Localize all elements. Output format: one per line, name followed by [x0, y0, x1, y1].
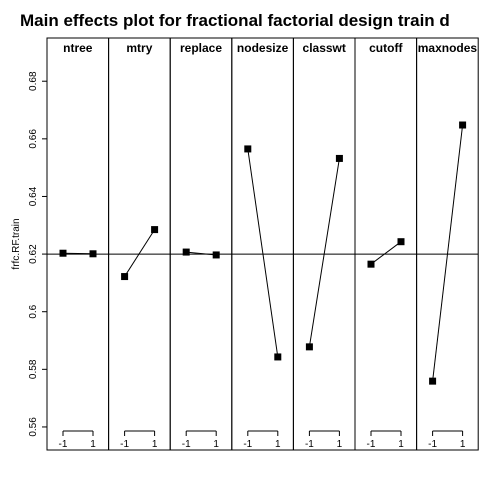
effect-line	[308, 158, 340, 347]
panel-replace: replace -1 1	[169, 37, 233, 451]
panel-label: nodesize	[237, 41, 289, 55]
panel-cutoff: cutoff -1 1	[354, 37, 418, 451]
data-point	[459, 121, 467, 129]
data-point	[244, 145, 252, 153]
y-tick-label: 0.58	[28, 359, 39, 379]
y-tick-label: 0.56	[28, 417, 39, 437]
panel-border	[46, 37, 110, 451]
x-tick-label: -1	[305, 439, 314, 450]
x-tick-label: -1	[428, 439, 437, 450]
data-point	[182, 248, 190, 256]
y-tick-label: 0.68	[28, 71, 39, 91]
data-point	[59, 249, 67, 257]
panel-label: replace	[180, 41, 222, 55]
panel-ntree: ntree -1 1	[46, 37, 110, 451]
data-point	[367, 260, 375, 268]
data-point	[274, 353, 282, 361]
y-tick-label: 0.62	[28, 244, 39, 264]
panel-classwt: classwt -1 1	[292, 37, 356, 451]
panel-label: maxnodes	[418, 41, 478, 55]
x-tick-label: 1	[337, 439, 343, 450]
panel-border	[292, 37, 356, 451]
panel-border	[416, 37, 479, 451]
panel-label: classwt	[303, 41, 346, 55]
panel-border	[354, 37, 418, 451]
data-point	[429, 377, 437, 385]
x-tick-label: -1	[59, 439, 68, 450]
panel-maxnodes: maxnodes -1 1	[416, 37, 479, 451]
x-tick-label: 1	[213, 439, 219, 450]
chart-title: Main effects plot for fractional factori…	[20, 11, 450, 30]
x-tick-label: 1	[460, 439, 466, 450]
y-tick-label: 0.66	[28, 129, 39, 149]
effect-line	[247, 148, 279, 358]
panel-label: cutoff	[369, 41, 403, 55]
data-point	[121, 273, 129, 281]
x-tick-label: 1	[275, 439, 281, 450]
y-tick-label: 0.64	[28, 186, 39, 206]
effect-line	[370, 241, 402, 265]
x-tick-label: -1	[182, 439, 191, 450]
x-tick-label: -1	[367, 439, 376, 450]
data-point	[89, 250, 97, 258]
panel-label: ntree	[63, 41, 93, 55]
panel-border	[108, 37, 171, 451]
data-point	[305, 343, 313, 351]
x-tick-label: 1	[152, 439, 158, 450]
panel-border	[231, 37, 294, 451]
data-point	[335, 154, 343, 162]
y-tick-label: 0.6	[28, 304, 39, 318]
effect-line	[186, 251, 217, 256]
data-point	[397, 238, 405, 246]
y-axis: 0.56 0.58 0.6 0.62 0.64 0.66 0.68	[28, 71, 47, 437]
effect-line	[432, 124, 464, 382]
x-tick-label: -1	[120, 439, 129, 450]
x-tick-label: 1	[90, 439, 96, 450]
data-point	[151, 226, 159, 234]
effect-line	[124, 229, 156, 277]
data-point	[212, 251, 220, 259]
panel-border	[169, 37, 233, 451]
x-tick-label: 1	[398, 439, 404, 450]
y-axis-label: frfc.RF.train	[11, 218, 22, 269]
x-tick-label: -1	[243, 439, 252, 450]
effect-line	[62, 252, 94, 255]
panel-label: mtry	[126, 41, 152, 55]
panel-mtry: mtry -1 1	[108, 37, 171, 451]
panel-nodesize: nodesize -1 1	[231, 37, 294, 451]
